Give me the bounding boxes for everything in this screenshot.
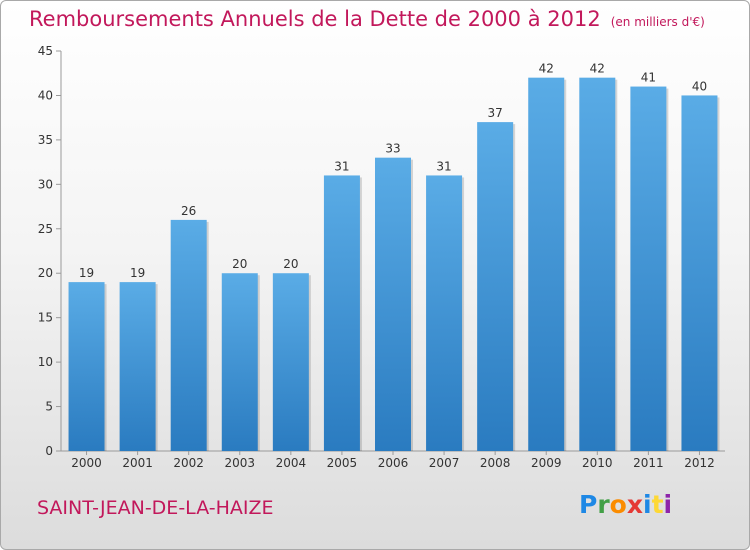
bar-2006 (375, 157, 411, 451)
x-tick-label: 2012 (684, 456, 715, 470)
data-label: 42 (539, 62, 554, 76)
bar-2002 (170, 219, 207, 451)
y-tick-label: 45 (38, 44, 53, 58)
chart-title: Remboursements Annuels de la Dette de 20… (29, 7, 601, 31)
y-tick-label: 20 (38, 266, 53, 280)
logo-letter: o (609, 490, 627, 519)
data-label: 33 (385, 142, 400, 156)
x-tick-label: 2004 (276, 456, 307, 470)
x-tick-label: 2011 (633, 456, 664, 470)
x-tick-label: 2009 (531, 456, 562, 470)
commune-name: SAINT-JEAN-DE-LA-HAIZE (37, 497, 274, 519)
logo-letter: i (663, 490, 673, 519)
logo-letter: x (626, 490, 643, 519)
bar-2005 (323, 175, 360, 451)
x-tick-label: 2007 (429, 456, 460, 470)
x-tick-label: 2002 (173, 456, 204, 470)
bar-2007 (426, 175, 463, 451)
logo-letter: t (651, 490, 664, 519)
x-tick-label: 2003 (224, 456, 255, 470)
labels: 19 2000 19 2001 26 2002 20 2003 20 2004 31 2005 33 20… (71, 62, 714, 470)
bars (68, 77, 720, 452)
logo-letter: r (597, 490, 610, 519)
y-tick-label: 35 (38, 133, 53, 147)
bar-2009 (528, 77, 565, 452)
data-label: 42 (590, 62, 605, 76)
data-label: 19 (79, 266, 94, 280)
y-tick-label: 10 (38, 355, 53, 369)
y-tick-label: 25 (38, 222, 53, 236)
axes: 0 5 10 15 20 25 30 35 40 45 (38, 44, 725, 458)
y-tick-label: 0 (45, 444, 53, 458)
bar-2011 (630, 86, 667, 452)
y-tick-label: 30 (38, 177, 53, 191)
data-label: 26 (181, 204, 196, 218)
data-label: 37 (488, 106, 503, 120)
bar-2001 (119, 282, 156, 451)
bar-2012 (681, 95, 718, 451)
y-tick-label: 5 (45, 400, 53, 414)
x-tick-label: 2008 (480, 456, 511, 470)
y-tick-label: 40 (38, 88, 53, 102)
data-label: 41 (641, 71, 656, 85)
data-label: 31 (334, 159, 349, 173)
chart-subtitle: (en milliers d'€) (610, 15, 705, 29)
x-tick-label: 2006 (378, 456, 409, 470)
bar-2004 (272, 273, 309, 451)
x-tick-label: 2000 (71, 456, 102, 470)
data-label: 31 (436, 159, 451, 173)
data-label: 40 (692, 79, 707, 93)
logo-letter: i (643, 490, 652, 519)
chart-title-block: Remboursements Annuels de la Dette de 20… (29, 7, 705, 31)
bar-2008 (477, 122, 514, 451)
x-tick-label: 2001 (122, 456, 153, 470)
proxiti-logo: Proxiti (579, 490, 672, 519)
data-label: 20 (232, 257, 247, 271)
x-tick-label: 2010 (582, 456, 613, 470)
bar-2003 (221, 273, 258, 451)
x-tick-label: 2005 (327, 456, 358, 470)
data-label: 19 (130, 266, 145, 280)
data-label: 20 (283, 257, 298, 271)
y-tick-label: 15 (38, 311, 53, 325)
bar-2000 (68, 282, 105, 451)
bar-2010 (579, 77, 616, 452)
logo-letter: P (579, 490, 598, 519)
